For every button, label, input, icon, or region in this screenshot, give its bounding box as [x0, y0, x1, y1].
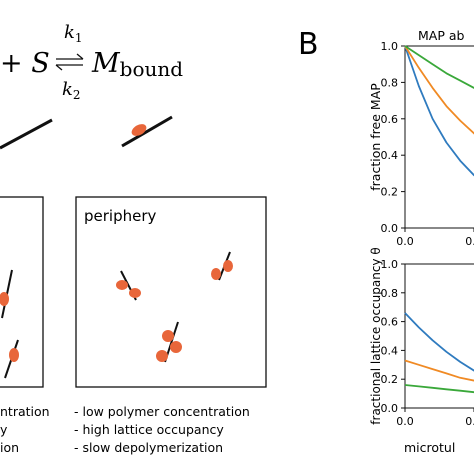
top-chart-yticks: 1.0 0.8 0.6 0.4 0.2 0.0	[381, 40, 405, 235]
bottom-chart-ytick-label: 0.8	[381, 287, 399, 300]
top-chart-xticks: 0.0 0.5	[396, 228, 474, 248]
map-blob	[131, 124, 147, 136]
left-box	[0, 196, 44, 388]
bottom-chart-yticks: 1.0 0.8 0.6 0.4 0.2 0.0	[381, 258, 405, 415]
product-m-bound: Mbound	[91, 48, 183, 81]
panel-b-label: B	[298, 27, 319, 62]
bottom-chart-series	[404, 312, 474, 394]
left-note-2: y	[0, 422, 8, 437]
bottom-chart-ytick-label: 0.6	[381, 316, 399, 329]
bottom-chart-ytick-label: 0.0	[381, 402, 399, 415]
top-chart-title: MAP ab	[418, 28, 465, 43]
top-chart-series	[404, 45, 474, 177]
bound-filament	[156, 321, 182, 363]
bottom-chart-ytick-label: 0.4	[381, 344, 399, 357]
binding-equation: + S k1 k2 Mbound	[0, 22, 183, 102]
equation-leading: + S	[0, 48, 50, 79]
top-chart-ytick-label: 0.6	[381, 113, 399, 126]
top-chart-xtick-label: 0.5	[465, 235, 474, 248]
top-chart-ytick-label: 0.4	[381, 149, 399, 162]
bottom-chart-ytick-label: 1.0	[381, 258, 399, 271]
bottom-chart-xlabel: microtul	[404, 440, 455, 455]
top-chart-ytick-label: 0.0	[381, 222, 399, 235]
bottom-chart-xtick-label: 0.0	[396, 415, 414, 428]
periphery-note-1: - low polymer concentration	[74, 404, 250, 419]
left-note-3: ion	[0, 440, 19, 455]
periphery-title: periphery	[84, 207, 157, 225]
periphery-box: periphery	[75, 196, 267, 388]
bound-filament	[116, 270, 141, 301]
bottom-chart-xticks: 0.0 0.5	[396, 408, 474, 428]
bottom-chart-xtick-label: 0.5	[465, 415, 474, 428]
free-microtubule-segment	[0, 118, 53, 150]
bound-filament	[211, 251, 233, 281]
equilibrium-arrows	[55, 53, 84, 71]
bound-microtubule	[121, 115, 173, 148]
top-chart-ytick-label: 1.0	[381, 40, 399, 53]
left-note-1: ntration	[0, 404, 50, 419]
rate-k1: k1	[64, 22, 83, 45]
rate-k2: k2	[62, 79, 81, 102]
bottom-chart-ylabel: fractional lattice occupancy θ	[369, 247, 383, 424]
top-chart-series-line-1	[404, 45, 474, 177]
bottom-chart: fractional lattice occupancy θ microtul …	[369, 247, 474, 455]
bottom-chart-series-line-3	[404, 384, 474, 394]
top-chart-ylabel: fraction free MAP	[368, 83, 383, 191]
top-chart-xtick-label: 0.0	[396, 235, 414, 248]
bottom-chart-ytick-label: 0.2	[381, 373, 399, 386]
top-chart-ytick-label: 0.8	[381, 76, 399, 89]
periphery-note-3: - slow depolymerization	[74, 440, 223, 455]
top-chart: MAP ab fraction free MAP 1.0 0.8 0.6 0.4 0.2…	[368, 28, 474, 248]
bottom-chart-series-line-1	[404, 312, 474, 372]
map-blob	[9, 348, 19, 362]
top-chart-ytick-label: 0.2	[381, 186, 399, 199]
bottom-chart-series-line-2	[404, 359, 474, 382]
top-chart-series-line-3	[404, 45, 474, 89]
periphery-note-2: - high lattice occupancy	[74, 422, 224, 437]
map-blob	[0, 292, 9, 306]
top-chart-series-line-2	[404, 45, 474, 135]
